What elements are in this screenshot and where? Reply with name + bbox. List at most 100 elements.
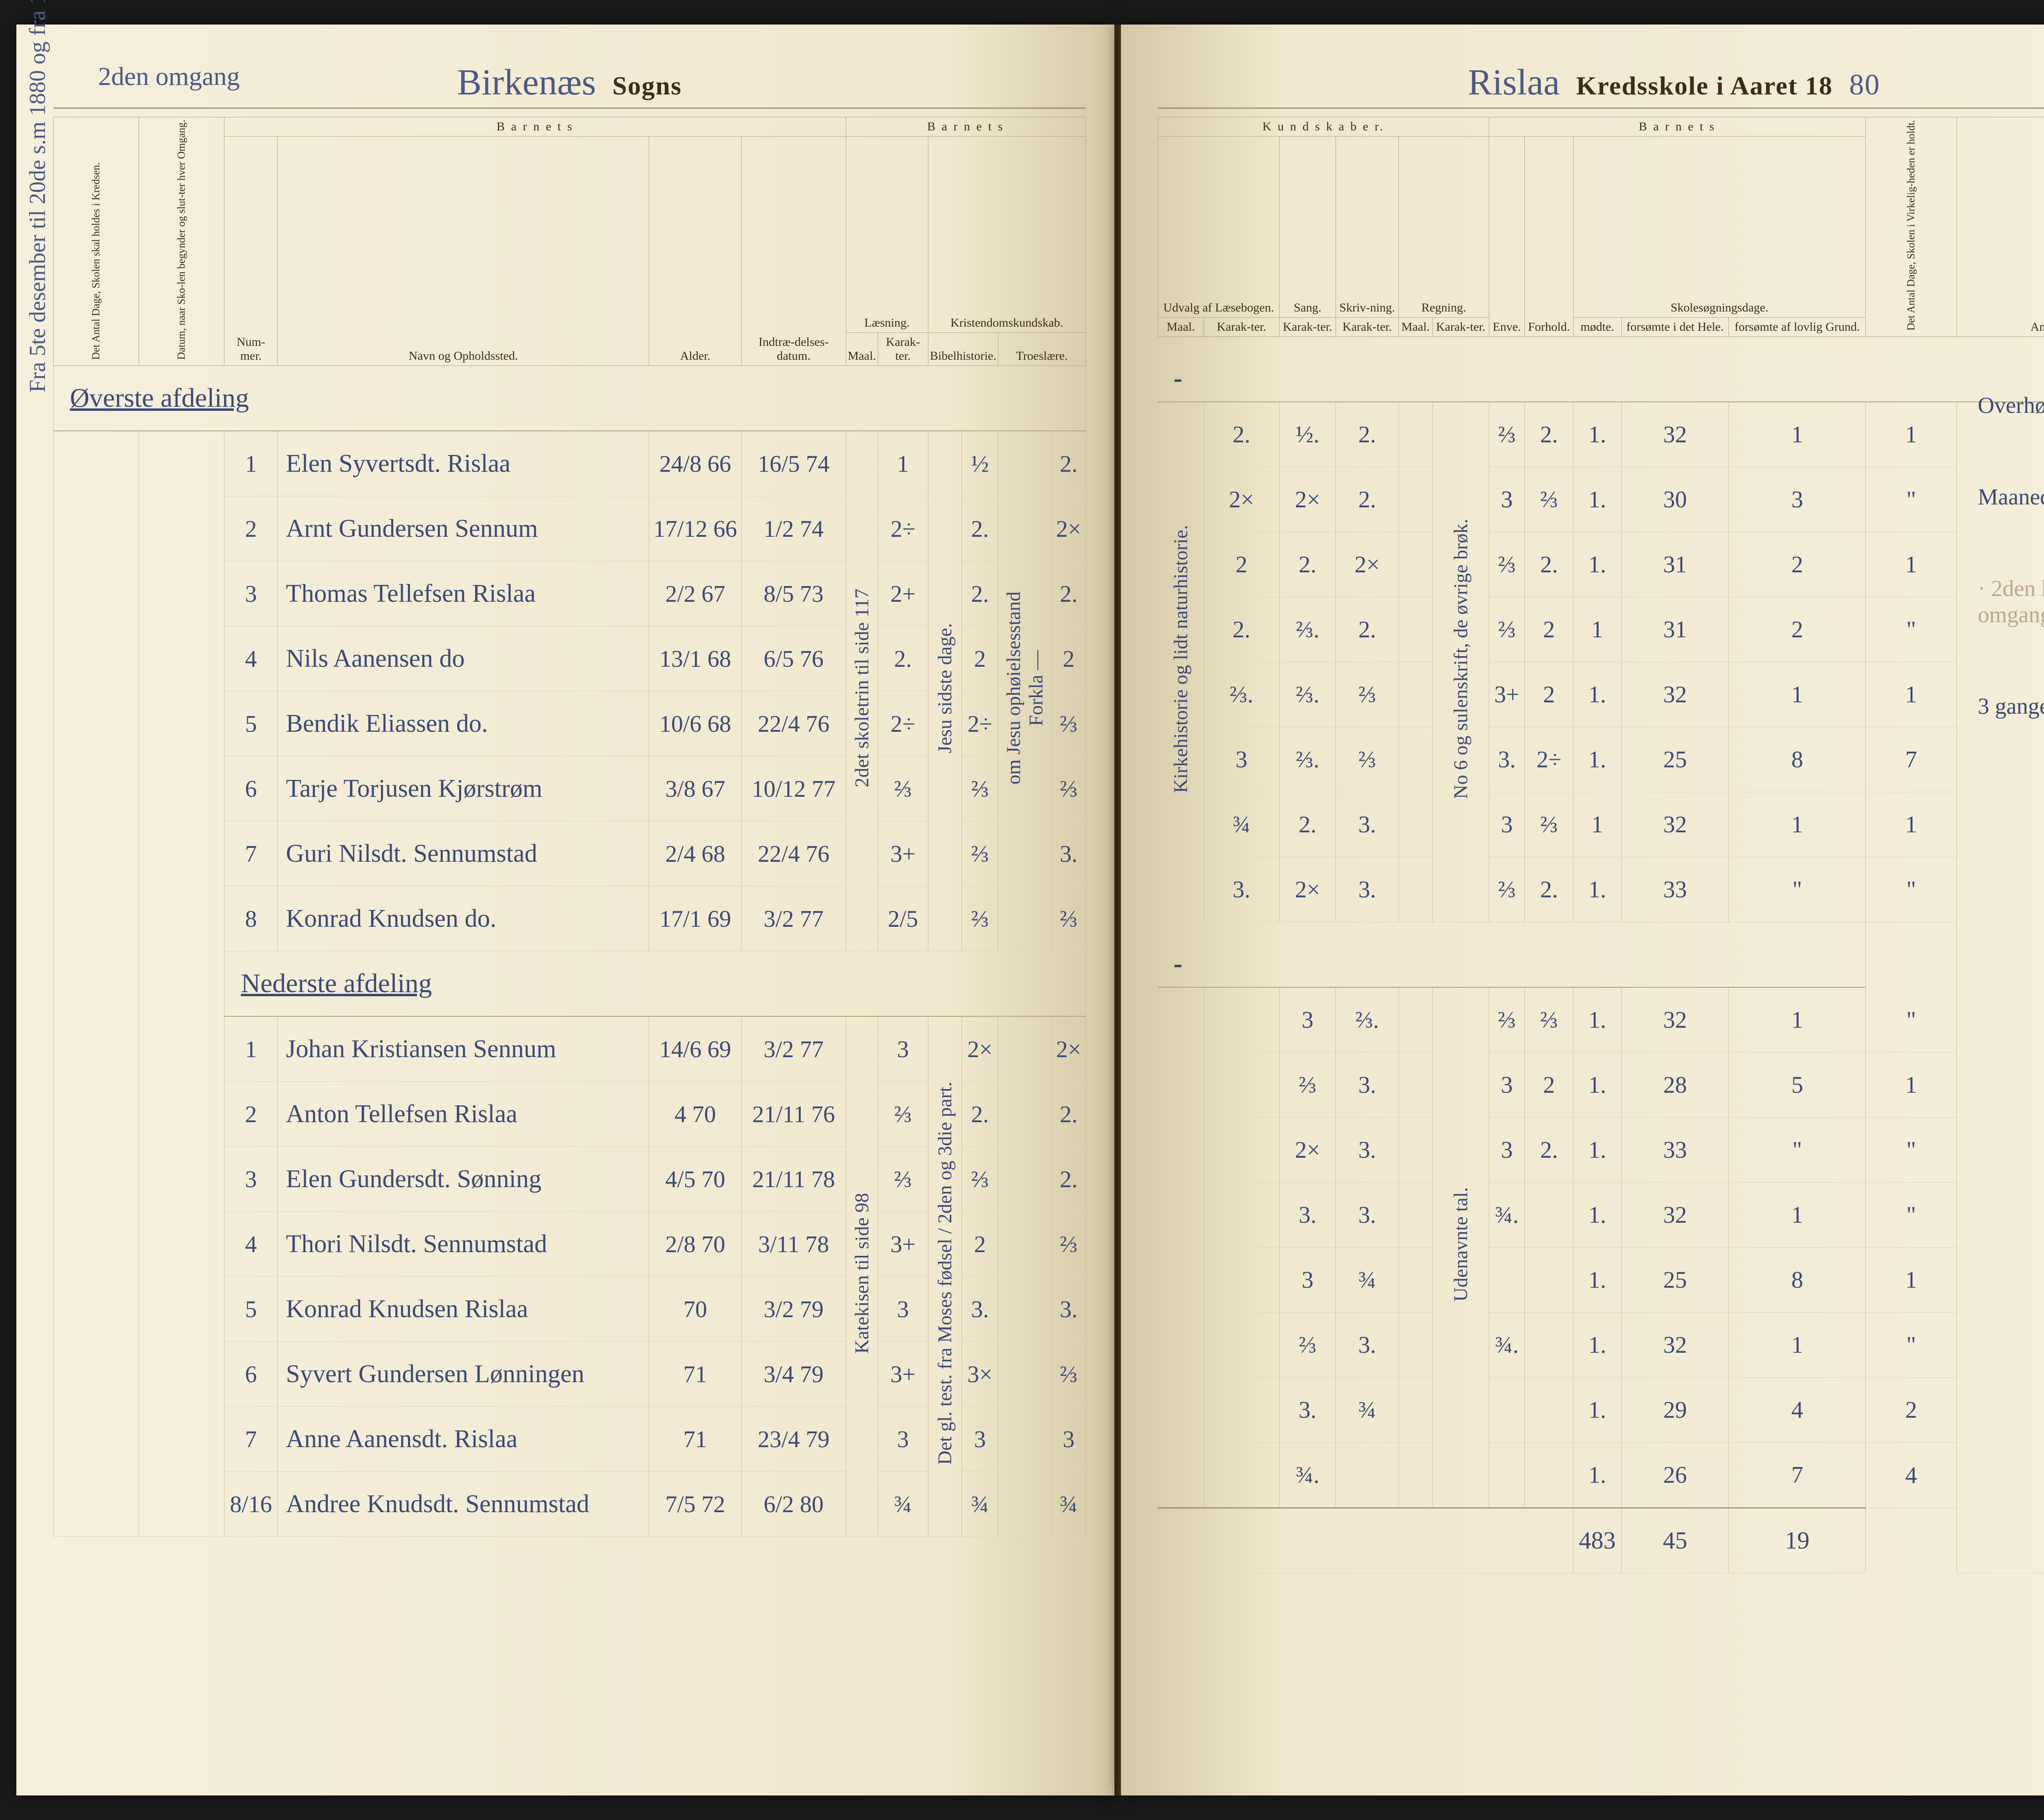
row-reg (1489, 1377, 1525, 1442)
row-bibel: ¾ (961, 1472, 998, 1537)
row-skr (1399, 1312, 1432, 1377)
row-ind: 16/5 74 (741, 431, 846, 496)
row-sang: 3. (1336, 1312, 1399, 1377)
row-laes: 2× (1280, 857, 1336, 922)
row-troes: 2. (1052, 1082, 1086, 1147)
table-row: ⅔3.¾.1.321" (1158, 1312, 2044, 1377)
row-udv (1204, 1377, 1279, 1442)
row-sang: 3. (1336, 1052, 1399, 1117)
row-sang: 3. (1336, 1117, 1399, 1182)
row-skr (1399, 987, 1432, 1053)
row-troes: 2. (1052, 561, 1086, 626)
row-name: Guri Nilsdt. Sennumstad (278, 821, 649, 886)
row-laes: 3. (1280, 1377, 1336, 1442)
note-maanedsfrie: Maanedsfrie 13/1 81. (1978, 484, 2044, 510)
row-ind: 22/4 76 (741, 691, 846, 756)
row-num: 3 (224, 1147, 278, 1212)
note-faint: · 2den kar. denne omgang ført 3 do af … (1978, 576, 2044, 628)
col-maal-u: Maal. (1158, 317, 1204, 336)
row-forh: 1. (1573, 1312, 1621, 1377)
row-modte: 33 (1621, 857, 1729, 922)
row-reg: ¾. (1489, 1182, 1525, 1247)
row-udv (1204, 1312, 1279, 1377)
row-f1: 4 (1729, 1377, 1866, 1442)
col-indtraed: Indtræ-delses-datum. (741, 137, 846, 366)
row-bibel: 2 (961, 1212, 998, 1277)
row-forh: 1. (1573, 727, 1621, 792)
row-modte: 31 (1621, 532, 1729, 597)
row-name: Bendik Eliassen do. (278, 691, 649, 756)
row-name: Konrad Knudsen do. (278, 886, 649, 951)
row-ind: 6/2 80 (741, 1472, 846, 1537)
row-num: 2 (224, 496, 278, 561)
row-f2: 4 (1866, 1442, 1957, 1508)
total-f2: 19 (1729, 1508, 1866, 1573)
row-name: Elen Gundersdt. Sønning (278, 1147, 649, 1212)
row-sang (1336, 1442, 1399, 1508)
row-f1: 1 (1729, 1182, 1866, 1247)
row-num: 5 (224, 1277, 278, 1342)
row-ind: 21/11 78 (741, 1147, 846, 1212)
regning-maal-lower: Udenavnte tal. (1432, 987, 1489, 1508)
row-f2: " (1866, 987, 1957, 1053)
left-margin-note: Fra 5te desember til 20de s.m 1880 og fr… (25, 0, 51, 392)
row-name: Johan Kristiansen Sennum (278, 1016, 649, 1082)
row-udv (1204, 1182, 1279, 1247)
row-laes: ⅔. (1280, 727, 1336, 792)
row-skr (1399, 857, 1432, 922)
row-alder: 13/1 68 (649, 626, 742, 691)
row-laes: 2÷ (878, 496, 928, 561)
group-kundskaber: K u n d s k a b e r. (1158, 117, 1489, 137)
row-alder: 17/12 66 (649, 496, 742, 561)
row-alder: 2/4 68 (649, 821, 742, 886)
row-alder: 4/5 70 (649, 1147, 742, 1212)
row-f1: 1 (1729, 987, 1866, 1053)
row-forh: 1. (1573, 1117, 1621, 1182)
row-reg (1489, 1442, 1525, 1508)
row-alder: 2/2 67 (649, 561, 742, 626)
row-laes: ⅔ (878, 1082, 928, 1147)
totals-row: 4834519 (1158, 1508, 2044, 1573)
table-row: 3⅔.⅔3.2÷1.2587 (1158, 727, 2044, 792)
row-name: Elen Syvertsdt. Rislaa (278, 431, 649, 496)
row-bibel: ⅔ (961, 821, 998, 886)
col-antal-dage: Det Antal Dage, Skolen skal holdes i Kre… (90, 162, 102, 360)
group-barnets2: B a r n e t s (846, 117, 1085, 137)
col-kar1: Karak-ter. (878, 333, 928, 366)
col-anm: Anmærkninger. (1957, 117, 2044, 337)
row-name: Konrad Knudsen Rislaa (278, 1277, 649, 1342)
row-ind: 21/11 76 (741, 1082, 846, 1147)
col-kar-skr: Karak-ter. (1336, 317, 1399, 336)
row-name: Anton Tellefsen Rislaa (278, 1082, 649, 1147)
row-forh: 1. (1573, 987, 1621, 1053)
row-ind: 1/2 74 (741, 496, 846, 561)
table-row: 3.2×3.⅔2.1.33"" (1158, 857, 2044, 922)
row-enve: 2. (1525, 402, 1573, 467)
row-laes: 3 (878, 1016, 928, 1082)
col-laesning: Læsning. (846, 137, 928, 333)
row-f2: 1 (1866, 1247, 1957, 1312)
row-f1: 1 (1729, 402, 1866, 467)
table-row: 2×3.32.1.33"" (1158, 1117, 2044, 1182)
table-row: ⅔3.321.2851 (1158, 1052, 2044, 1117)
row-forh: 1 (1573, 597, 1621, 662)
row-ind: 3/2 77 (741, 886, 846, 951)
col-alder: Alder. (649, 137, 742, 366)
row-reg: ⅔ (1489, 597, 1525, 662)
kreds-name: Rislaa (1468, 61, 1560, 103)
row-num: 1 (224, 431, 278, 496)
row-troes: 2. (1052, 1147, 1086, 1212)
row-udv: 2. (1204, 597, 1279, 662)
udvalg-maal-upper: Kirkehistorie og lidt naturhistorie. (1158, 402, 1204, 922)
row-f2: 7 (1866, 727, 1957, 792)
row-udv (1204, 1442, 1279, 1508)
row-sang: ⅔. (1336, 987, 1399, 1053)
table-row: 3.¾1.2942 (1158, 1377, 2044, 1442)
row-forh: 1 (1573, 792, 1621, 857)
row-bibel: ⅔ (961, 1147, 998, 1212)
row-enve: 2÷ (1525, 727, 1573, 792)
row-ind: 23/4 79 (741, 1407, 846, 1472)
row-laes: 3 (878, 1277, 928, 1342)
row-bibel: 2. (961, 561, 998, 626)
col-enve: Enve. (1489, 137, 1525, 337)
